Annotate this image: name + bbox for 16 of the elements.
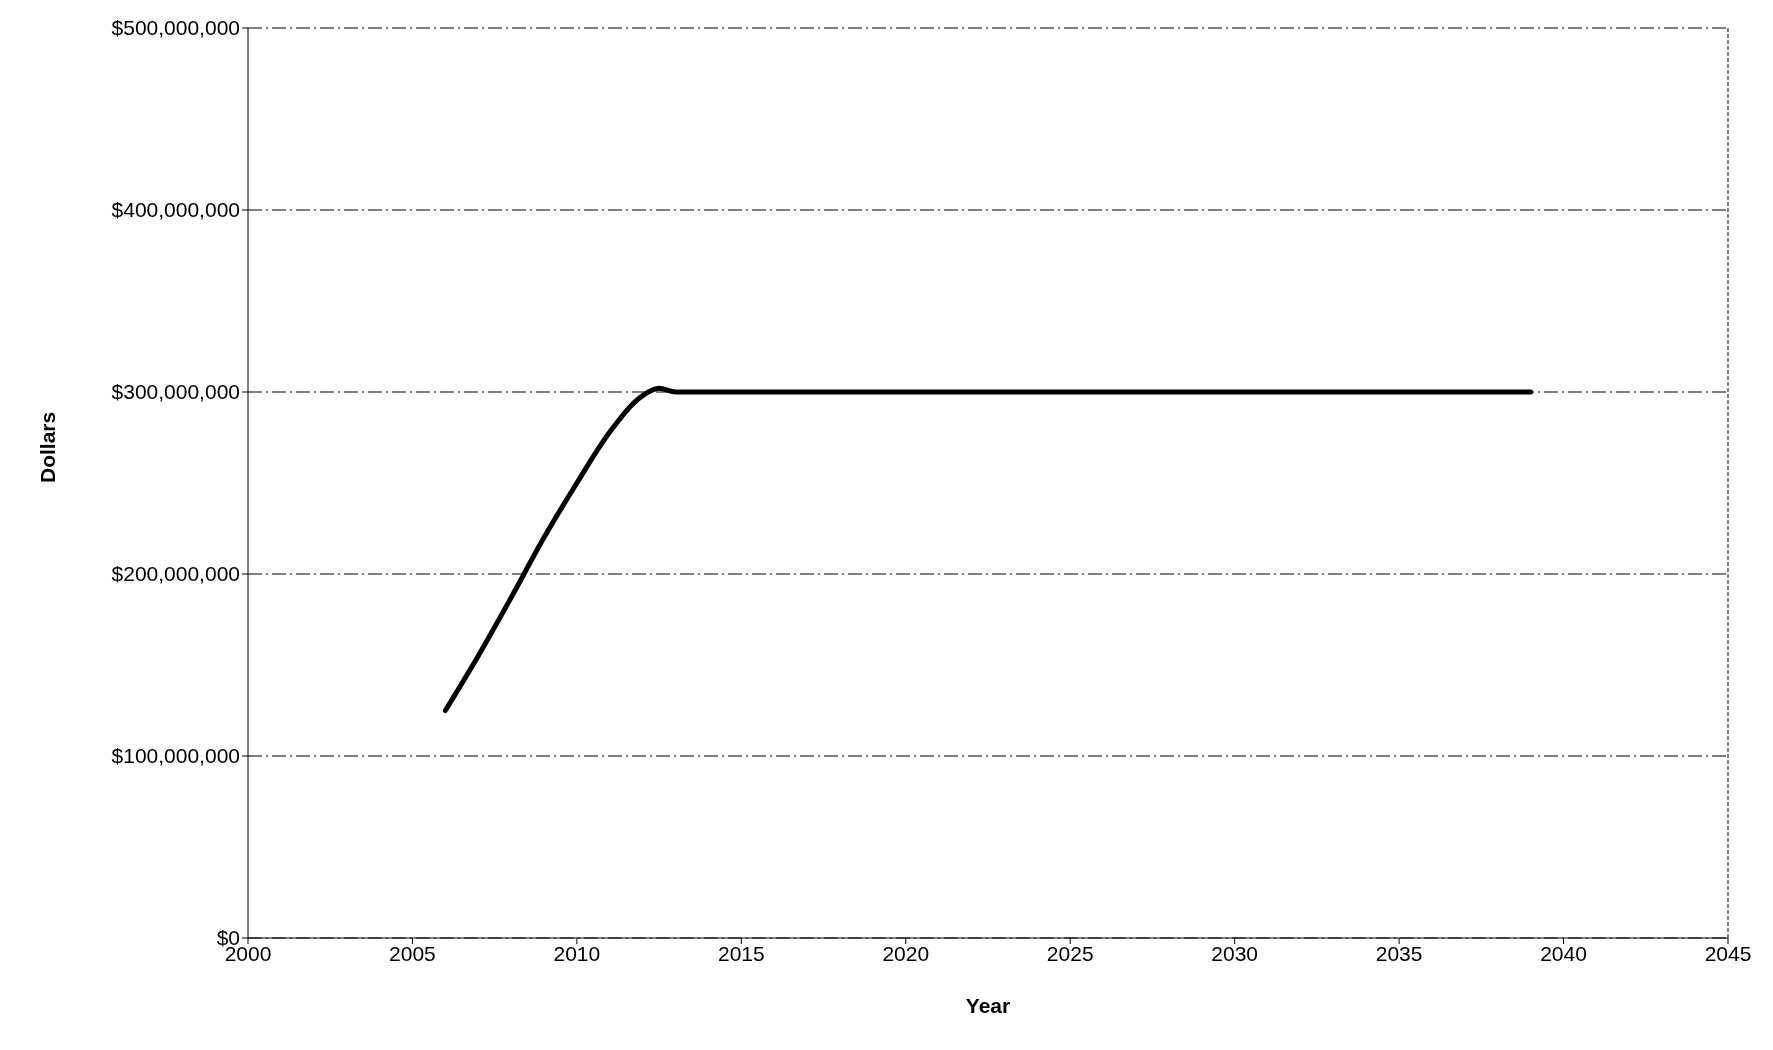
y-tick-label: $400,000,000 (111, 198, 240, 222)
x-tick-label: 2040 (1540, 941, 1587, 965)
x-axis-title: Year (965, 994, 1011, 1017)
x-tick-label: 2035 (1375, 941, 1423, 965)
y-tick-label: $200,000,000 (111, 562, 240, 586)
x-tick-label: 2020 (882, 941, 930, 965)
y-tick-label: $500,000,000 (111, 16, 240, 40)
x-tick-label: 2015 (717, 941, 765, 965)
y-tick-label: $100,000,000 (111, 744, 240, 768)
x-tick-label: 2030 (1211, 941, 1259, 965)
x-tick-label: 2025 (1046, 941, 1094, 965)
y-axis-title: Dollars (36, 411, 60, 483)
x-tick-label: 2010 (553, 941, 601, 965)
y-tick-label: $300,000,000 (111, 380, 240, 404)
x-tick-label: 2005 (389, 941, 436, 965)
x-tick-label: 2045 (1704, 941, 1752, 965)
